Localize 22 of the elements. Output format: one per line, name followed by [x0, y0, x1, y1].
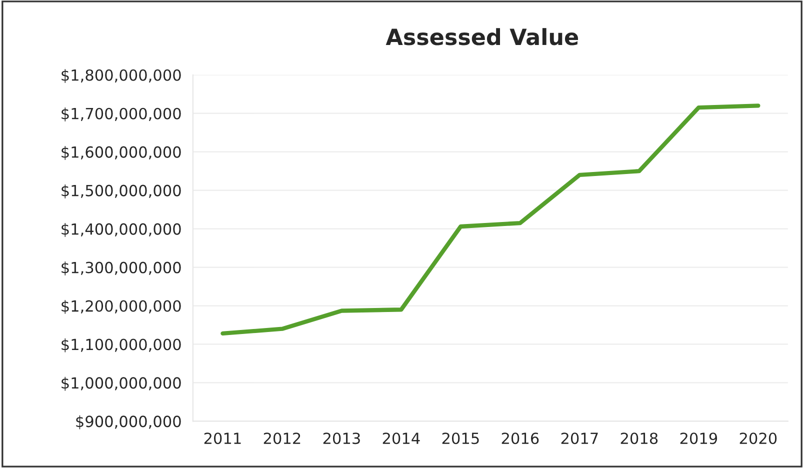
y-tick-label: $1,200,000,000 [62, 300, 181, 314]
x-tick-label: 2020 [740, 432, 777, 444]
y-tick-label: $1,400,000,000 [62, 222, 181, 237]
y-tick-label: $1,500,000,000 [62, 184, 181, 198]
x-tick-label: 2017 [561, 432, 598, 444]
x-tick-label: 2019 [680, 432, 718, 444]
y-tick-label: $1,700,000,000 [62, 108, 181, 122]
x-tick-label: 2012 [264, 432, 300, 444]
x-tick-label: 2018 [620, 432, 658, 444]
line-series [220, 104, 760, 336]
x-tick-label: 2015 [442, 432, 479, 444]
x-tick-label: 2013 [323, 432, 360, 444]
y-tick-label: $1,000,000,000 [62, 376, 181, 391]
chart-title: Assessed Value [386, 28, 578, 46]
y-tick-label: $900,000,000 [76, 415, 181, 430]
x-tick-label: 2016 [502, 432, 539, 444]
y-tick-label: $1,800,000,000 [62, 69, 181, 83]
x-tick-label: 2014 [382, 432, 420, 444]
y-tick-label: $1,300,000,000 [62, 261, 181, 276]
x-tick-label: 2011 [204, 432, 241, 444]
y-tick-label: $1,600,000,000 [62, 146, 181, 160]
y-tick-label: $1,100,000,000 [62, 338, 181, 352]
